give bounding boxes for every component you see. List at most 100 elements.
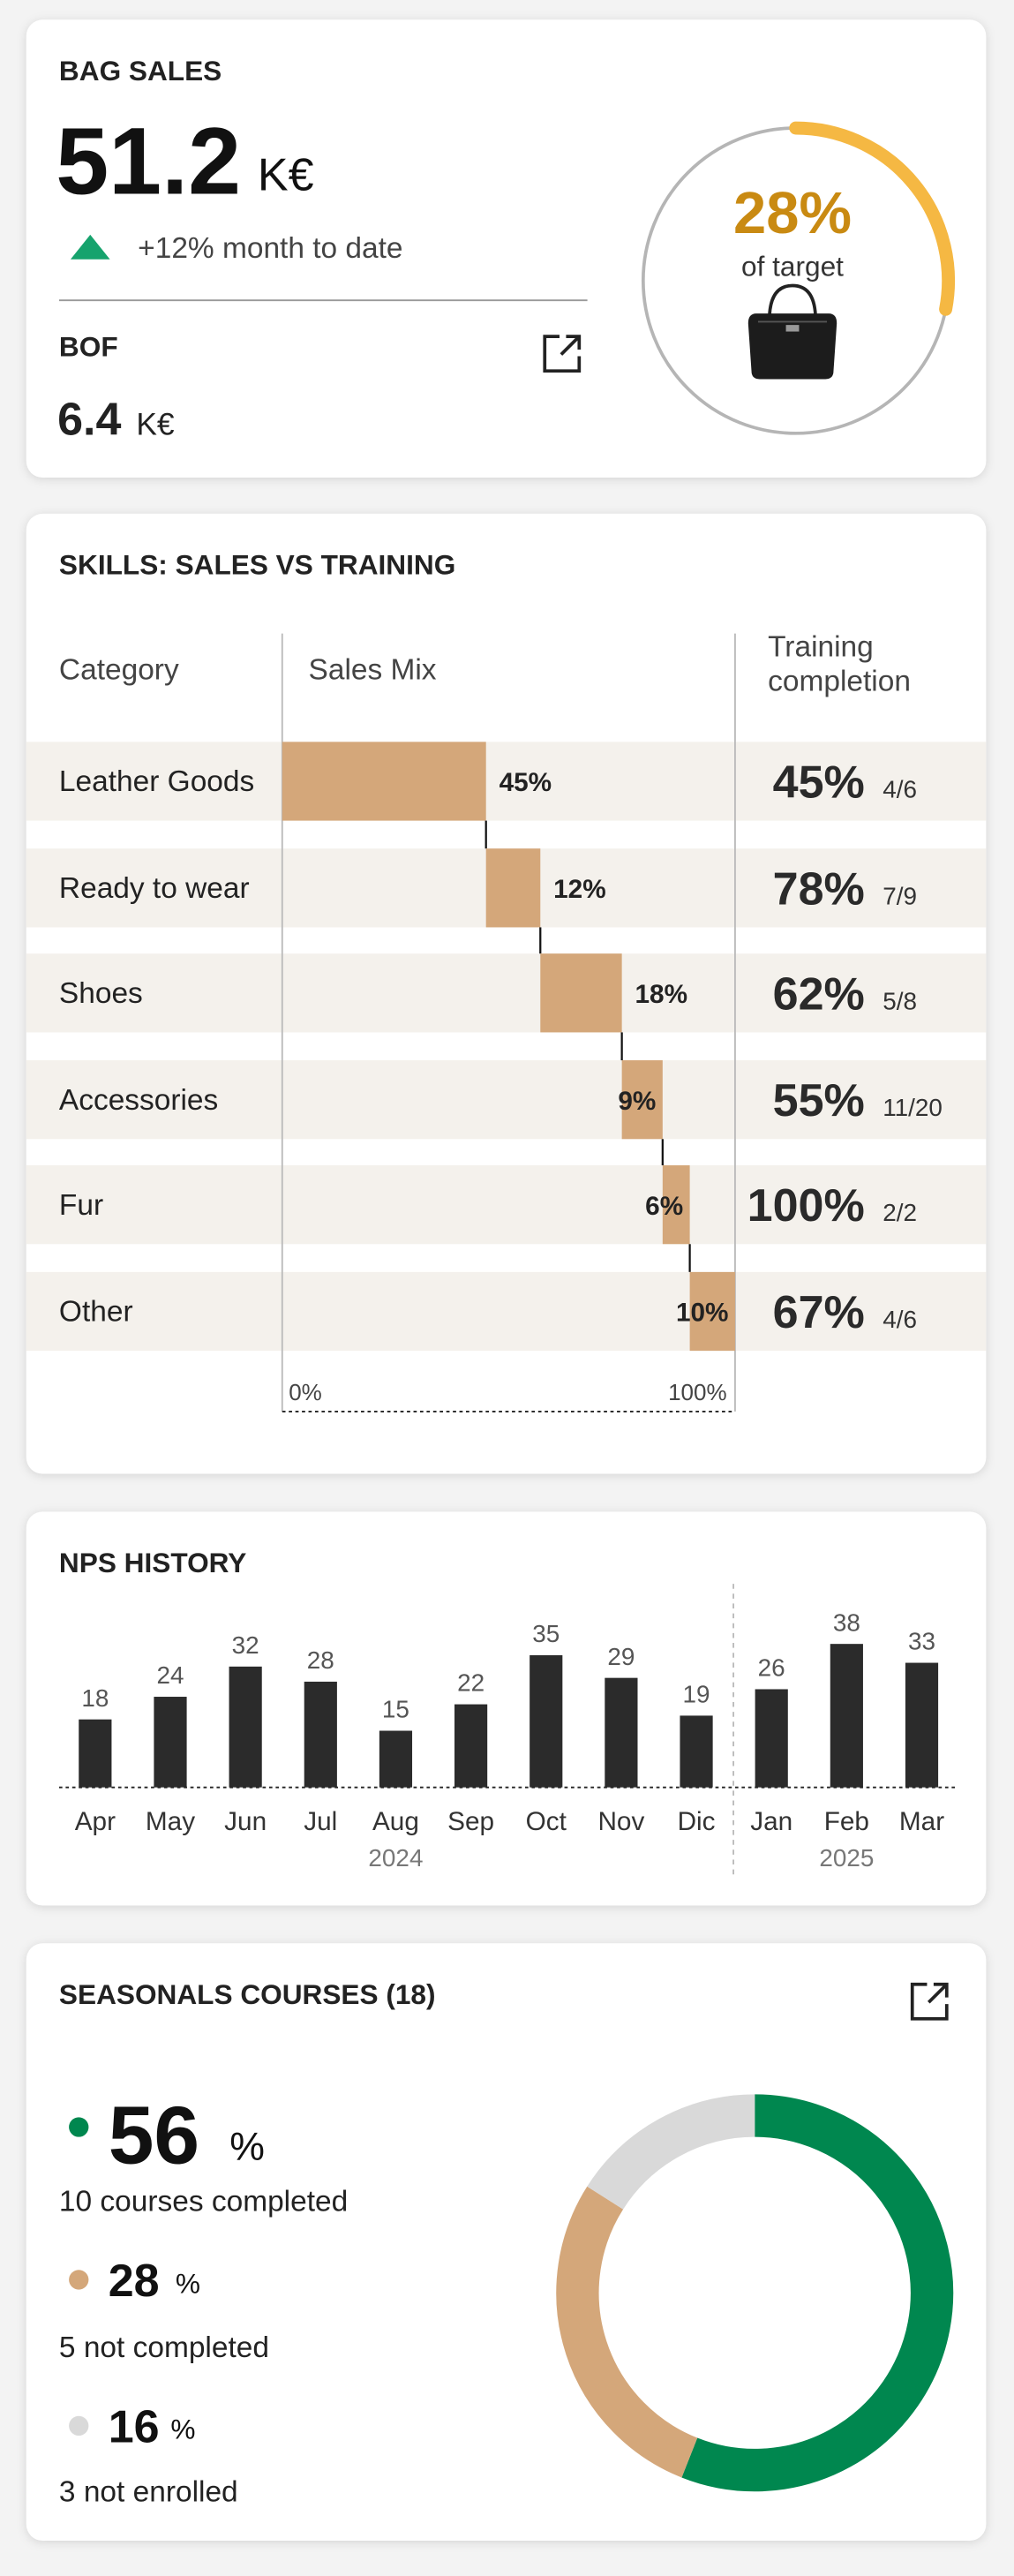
value-label: 32 (232, 1631, 259, 1659)
column-header: Sales Mix (309, 654, 437, 687)
up-arrow (70, 234, 110, 260)
gauge-value: 28% (733, 180, 852, 246)
courses-card (26, 1943, 987, 2542)
x-tick-label: Feb (824, 1807, 869, 1836)
training-count: 2/2 (883, 1199, 917, 1226)
training-count: 5/8 (883, 987, 917, 1014)
year-label: 2024 (368, 1844, 423, 1872)
training-value: 78% (773, 863, 865, 915)
value-label: 28 (307, 1646, 334, 1674)
gauge-arc (789, 121, 956, 316)
training-count: 4/6 (883, 1306, 917, 1333)
bar (830, 1644, 863, 1788)
skills-table: Leather Goods 45% 45% 4/6 Ready to wear 12% 78… (26, 633, 987, 1412)
training-value: 62% (773, 968, 865, 1020)
legend-dot (69, 2270, 89, 2290)
value-label: 18 (81, 1684, 109, 1712)
row-background (26, 1165, 987, 1245)
x-tick-label: 0% (289, 1379, 322, 1405)
x-tick-label: Jun (224, 1807, 267, 1836)
external-link[interactable] (543, 335, 582, 373)
year-label: 2025 (819, 1844, 874, 1872)
gauge-caption: of target (741, 250, 844, 282)
donut-segment (587, 2094, 755, 2211)
training-count: 7/9 (883, 882, 917, 909)
category-label: Other (59, 1296, 133, 1329)
row-background (26, 1060, 987, 1140)
bar (662, 1165, 690, 1245)
bof-value: 6.4 (57, 395, 121, 446)
value-label: 9% (618, 1087, 656, 1116)
value-label: 33 (908, 1628, 935, 1655)
training-count: 4/6 (883, 776, 917, 803)
training-value: 67% (773, 1287, 865, 1338)
card-title: NPS HISTORY (59, 1547, 246, 1578)
bar (755, 1689, 788, 1788)
legend-name: 3 not enrolled (59, 2475, 238, 2508)
legend-dot (69, 2415, 89, 2437)
bar (454, 1704, 488, 1788)
bag-sales-card (26, 19, 987, 478)
value-label: 6% (645, 1192, 683, 1221)
category-label: Ready to wear (59, 872, 250, 905)
bar (905, 1662, 939, 1788)
column-header: Category (59, 654, 179, 687)
gauge (789, 121, 956, 316)
value-label: 19 (683, 1681, 710, 1708)
sales-change: +12% month to date (138, 232, 402, 265)
x-tick-label: May (146, 1807, 195, 1836)
bar (79, 1719, 112, 1788)
legend-value: 28 (109, 2256, 160, 2307)
x-tick-label: Nov (597, 1807, 644, 1836)
category-label: Fur (59, 1189, 103, 1222)
value-label: 18% (635, 980, 688, 1009)
bar (485, 848, 541, 928)
legend-unit: % (229, 2126, 265, 2169)
external-link[interactable] (910, 1982, 949, 2021)
training-value: 55% (773, 1075, 865, 1126)
legend-value: 56 (109, 2089, 199, 2181)
bar (680, 1715, 713, 1788)
training-count: 11/20 (883, 1094, 943, 1121)
category-label: Leather Goods (59, 765, 254, 798)
courses-chart: 56 % 10 courses completed 28 % 5 not complete… (59, 2089, 954, 2508)
value-label: 38 (833, 1608, 860, 1636)
legend-dot (69, 2117, 89, 2137)
x-tick-label: Jul (304, 1807, 337, 1836)
training-value: 45% (773, 757, 865, 809)
nps-card (26, 1511, 987, 1906)
bar (605, 1677, 638, 1788)
sales-unit: K€ (258, 150, 314, 201)
bar (689, 1271, 735, 1352)
donut-segment (556, 2186, 698, 2478)
bar (530, 1654, 563, 1788)
value-label: 24 (156, 1661, 184, 1689)
bof-title: BOF (59, 330, 118, 362)
bar (379, 1730, 413, 1788)
bar (282, 742, 486, 821)
value-label: 35 (532, 1620, 560, 1647)
legend-unit: % (170, 2414, 195, 2445)
bar (540, 953, 622, 1033)
row-background (26, 953, 987, 1033)
row-background (26, 1271, 987, 1352)
value-label: 12% (553, 875, 606, 904)
card-title: SEASONALS COURSES (18) (59, 1978, 436, 2010)
category-label: Accessories (59, 1084, 218, 1117)
x-tick-label: Oct (526, 1807, 567, 1836)
column-header: Training completion (768, 629, 911, 698)
x-tick-label: Mar (899, 1807, 944, 1836)
nps-chart: 18 Apr 24 May 32 Jun 28 Jul 15 Aug 22 Sep 35 Oct 29 Nov… (58, 1608, 957, 1872)
x-tick-label: Aug (372, 1807, 419, 1836)
value-label: 22 (457, 1669, 484, 1697)
x-tick-label: Sep (447, 1807, 494, 1836)
x-tick-label: 100% (668, 1379, 727, 1405)
bar (621, 1060, 663, 1140)
legend-name: 10 courses completed (59, 2185, 348, 2218)
value-label: 29 (607, 1643, 635, 1670)
value-label: 26 (758, 1654, 785, 1682)
value-label: 10% (676, 1299, 729, 1328)
x-tick-label: Dic (678, 1807, 716, 1836)
bar (304, 1681, 337, 1788)
